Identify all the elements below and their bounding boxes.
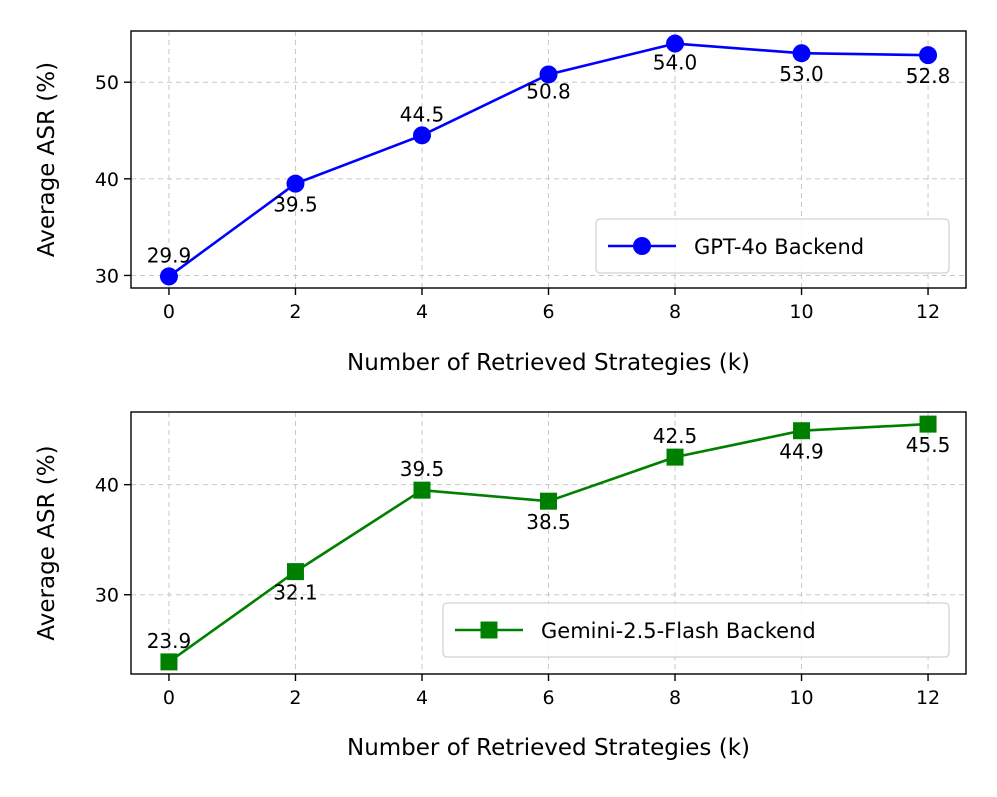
data-point: [792, 44, 811, 63]
data-point: [413, 481, 431, 499]
chart-panel-gemini: 23.9 32.1 39.5 38.5 42.5 44.9 45.5 0 2 4 6 8 10 12 30 4…: [34, 411, 967, 761]
y-axis-label: Average ASR (%): [34, 62, 60, 257]
chart-panel-gpt4o: 29.9 39.5 44.5 50.8 54.0 53.0 52.8 0 2 4 6 8 10 12 30 4…: [34, 30, 967, 376]
legend-label: GPT-4o Backend: [694, 235, 864, 259]
data-point: [666, 34, 685, 53]
x-tick-label: 0: [163, 301, 175, 323]
x-tick-label: 8: [669, 301, 681, 323]
data-label: 42.5: [653, 424, 698, 448]
data-label: 44.9: [779, 440, 824, 464]
data-label: 38.5: [526, 510, 571, 534]
data-point: [286, 174, 305, 193]
data-point: [159, 267, 178, 286]
data-label: 23.9: [147, 629, 192, 653]
x-tick-label: 12: [916, 687, 940, 709]
x-tick-label: 12: [916, 301, 940, 323]
legend-box: [442, 602, 950, 658]
data-label: 52.8: [906, 64, 951, 88]
data-point: [540, 492, 557, 510]
data-label: 32.1: [273, 581, 318, 605]
x-tick-label: 4: [416, 687, 428, 709]
data-label: 45.5: [906, 433, 951, 457]
data-label: 39.5: [400, 457, 445, 481]
data-label: 29.9: [147, 243, 192, 267]
y-axis-label: Average ASR (%): [34, 445, 60, 640]
x-tick-label: 4: [416, 301, 428, 323]
data-label: 44.5: [400, 102, 445, 126]
x-tick-label: 0: [163, 687, 175, 709]
legend-box: [595, 218, 950, 274]
x-tick-label: 6: [542, 687, 554, 709]
data-label: 53.0: [779, 62, 824, 86]
x-tick-label: 10: [789, 687, 813, 709]
data-point: [919, 46, 938, 65]
data-label: 50.8: [526, 79, 571, 103]
x-tick-label: 10: [789, 301, 813, 323]
x-tick-label: 8: [669, 687, 681, 709]
data-point: [160, 653, 178, 671]
data-point: [793, 422, 811, 440]
legend-marker: [480, 621, 498, 639]
y-tick-label: 30: [95, 585, 119, 607]
x-tick-label: 6: [542, 301, 554, 323]
data-point: [666, 448, 684, 466]
data-label: 54.0: [653, 51, 698, 75]
data-label: 39.5: [273, 193, 318, 217]
y-tick-label: 40: [95, 475, 119, 497]
x-tick-label: 2: [289, 687, 301, 709]
x-axis-label: Number of Retrieved Strategies (k): [347, 735, 750, 761]
data-point: [286, 563, 304, 581]
legend-marker: [633, 237, 651, 255]
data-point: [919, 415, 937, 433]
data-point: [539, 65, 558, 84]
data-point: [412, 126, 431, 145]
y-tick-label: 50: [95, 72, 119, 94]
x-axis-label: Number of Retrieved Strategies (k): [347, 350, 750, 376]
y-tick-label: 30: [95, 265, 119, 287]
y-tick-label: 40: [95, 169, 119, 191]
legend-label: Gemini-2.5-Flash Backend: [541, 619, 816, 643]
x-tick-label: 2: [289, 301, 301, 323]
